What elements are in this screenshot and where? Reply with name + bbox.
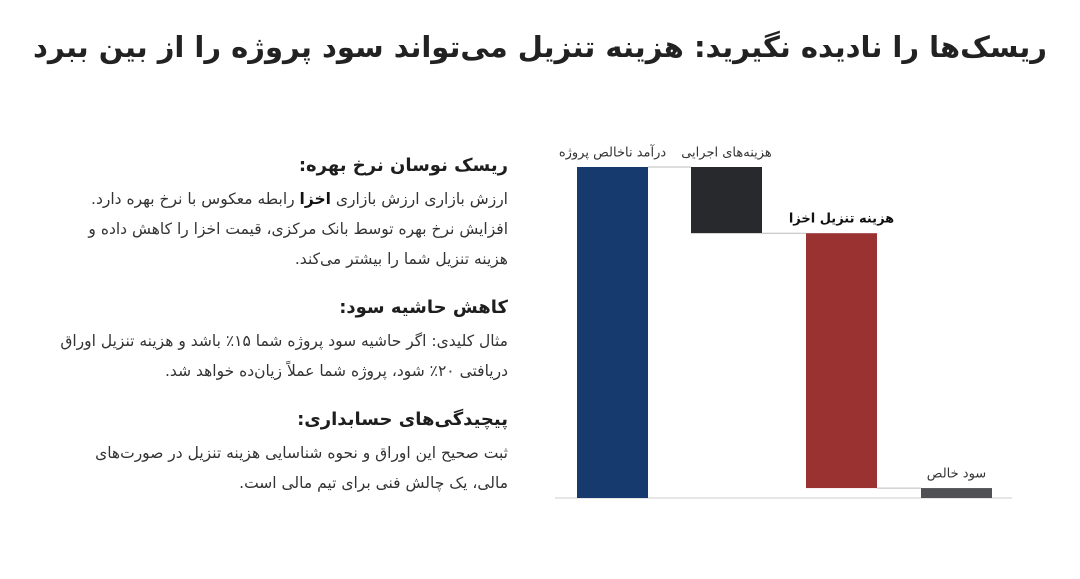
text: ثبت صحیح این اوراق و نحوه شناسایی هزینه …: [95, 444, 508, 492]
section-heading: کاهش حاشیه سود:: [339, 297, 508, 318]
section-body: ارزش بازاری ارزش بازاری اخزا رابطه معکوس…: [60, 184, 508, 274]
title: ریسک‌ها را نادیده نگیرید: هزینه تنزیل می…: [33, 30, 1047, 64]
section-body: ثبت صحیح این اوراق و نحوه شناسایی هزینه …: [60, 438, 508, 498]
section: پیچیدگی‌های حسابداری: ثبت صحیح این اوراق …: [60, 406, 508, 498]
text: مثال کلیدی: اگر حاشیه سود پروژه شما ۱۵٪ …: [60, 332, 508, 380]
section: کاهش حاشیه سود: مثال کلیدی: اگر حاشیه سود…: [60, 294, 508, 386]
notes: ریسک نوسان نرخ بهره: ارزش بازاری ارزش باز…: [60, 152, 508, 518]
emphasis: اخزا: [299, 190, 331, 208]
section-body: مثال کلیدی: اگر حاشیه سود پروژه شما ۱۵٪ …: [60, 326, 508, 386]
bar-label: سود خالص: [927, 467, 986, 482]
bar: [691, 167, 762, 234]
bar: [921, 488, 992, 498]
bar: [577, 167, 648, 498]
text: رابطه معکوس با نرخ بهره دارد. افزایش نرخ…: [88, 190, 508, 268]
bar-label: درآمد ناخالص پروژه: [559, 144, 667, 161]
section-heading: ریسک نوسان نرخ بهره:: [298, 155, 508, 176]
text: ارزش بازاری ارزش بازاری: [331, 190, 508, 208]
section-heading: پیچیدگی‌های حسابداری:: [297, 409, 508, 430]
bar-label: هزینه‌های اجرایی: [681, 146, 772, 161]
bar-label: هزینه تنزیل اخزا: [789, 212, 894, 227]
section: ریسک نوسان نرخ بهره: ارزش بازاری ارزش باز…: [60, 152, 508, 274]
bar: [806, 233, 877, 489]
